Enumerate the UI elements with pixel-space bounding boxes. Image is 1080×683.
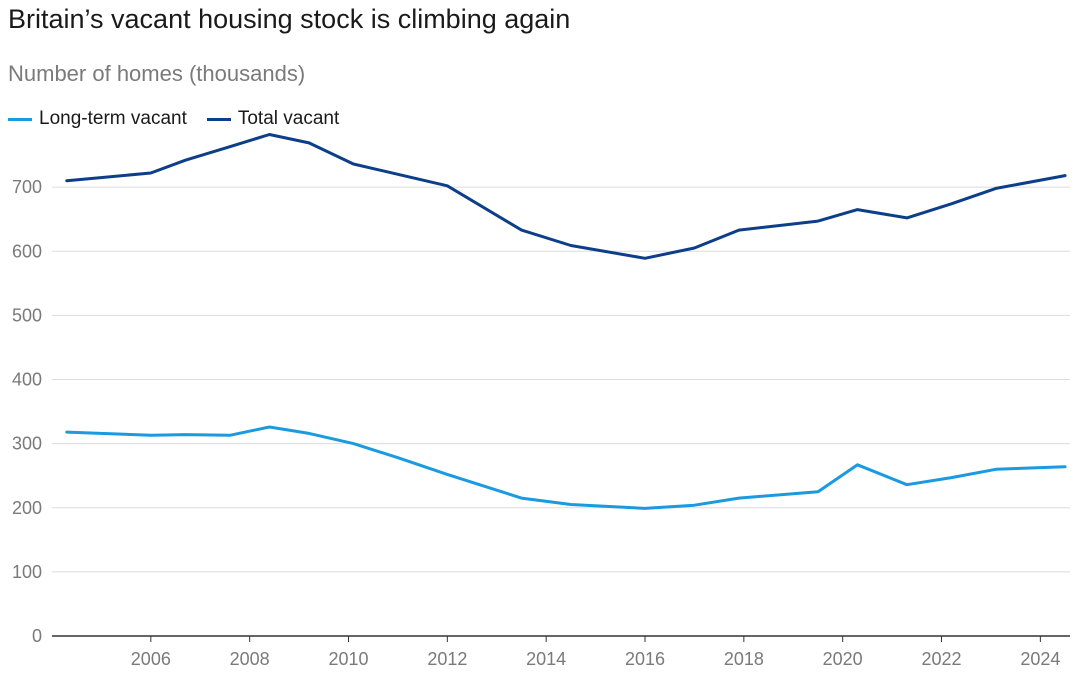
y-tick-label-500: 500	[12, 305, 42, 325]
y-tick-label-400: 400	[12, 370, 42, 390]
x-tick-label-2006: 2006	[131, 649, 171, 669]
x-tick-label-2022: 2022	[921, 649, 961, 669]
x-tick-label-2016: 2016	[625, 649, 665, 669]
legend-item-long-term: Long-term vacant	[8, 108, 187, 130]
y-tick-label-300: 300	[12, 434, 42, 454]
legend-swatch-long-term	[8, 117, 32, 121]
y-tick-label-200: 200	[12, 498, 42, 518]
x-tick-label-2012: 2012	[427, 649, 467, 669]
y-tick-label-700: 700	[12, 177, 42, 197]
y-tick-label-600: 600	[12, 241, 42, 261]
x-tick-label-2014: 2014	[526, 649, 566, 669]
x-tick-label-2008: 2008	[230, 649, 270, 669]
x-tick-label-2020: 2020	[823, 649, 863, 669]
y-tick-label-100: 100	[12, 562, 42, 582]
series-line-long-term-vacant	[65, 425, 1067, 510]
chart-title: Britain’s vacant housing stock is climbi…	[8, 4, 571, 34]
series-line-total-vacant	[65, 133, 1067, 260]
legend-label-total: Total vacant	[237, 108, 340, 129]
x-tick-label-2010: 2010	[328, 649, 368, 669]
y-tick-label-0: 0	[32, 626, 42, 646]
legend-label-long-term: Long-term vacant	[39, 108, 187, 129]
x-tick-label-2024: 2024	[1020, 649, 1060, 669]
chart-subtitle: Number of homes (thousands)	[8, 61, 306, 86]
x-tick-label-2018: 2018	[724, 649, 764, 669]
legend-item-total: Total vacant	[206, 108, 340, 130]
legend-swatch-total	[206, 117, 231, 121]
legend: Long-term vacant Total vacant	[8, 108, 359, 130]
